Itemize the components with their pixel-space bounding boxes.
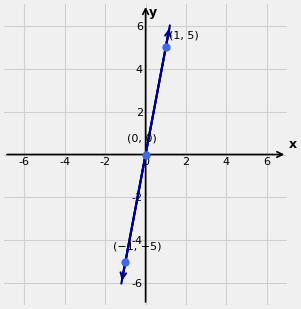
Text: (−1, −5): (−1, −5) — [113, 241, 162, 251]
Text: (0, 0): (0, 0) — [127, 134, 157, 144]
Text: (1, 5): (1, 5) — [169, 31, 199, 41]
Text: y: y — [149, 6, 157, 19]
Text: x: x — [289, 138, 297, 151]
